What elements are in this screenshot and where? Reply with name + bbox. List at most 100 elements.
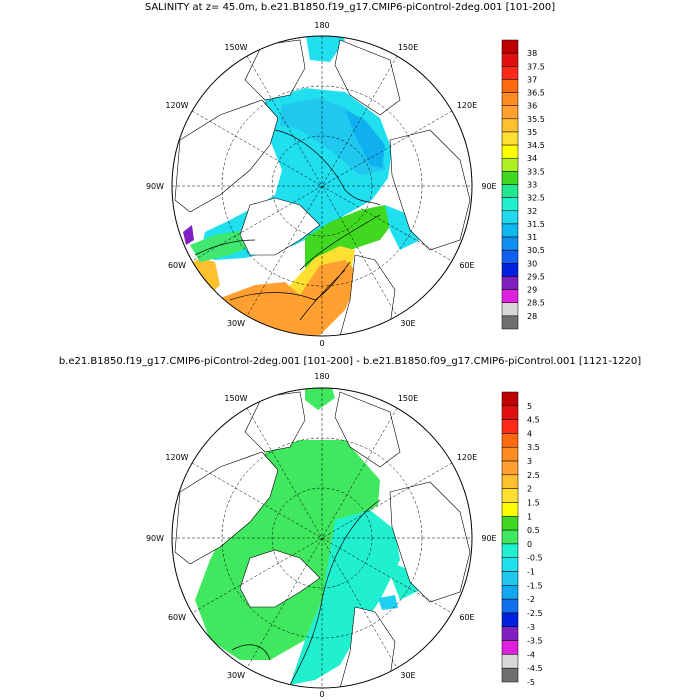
beaufort-low-salinity bbox=[280, 98, 385, 175]
colorbar-label: -4 bbox=[527, 650, 535, 659]
graticule-2 bbox=[172, 388, 472, 688]
colorbar-label: -1 bbox=[527, 568, 535, 577]
colorbar-swatch bbox=[501, 529, 519, 545]
colorbar-label: 29.5 bbox=[527, 272, 545, 281]
colorbar-swatch bbox=[501, 543, 519, 558]
colorbar-label: -0.5 bbox=[527, 554, 543, 563]
colorbar-label: 32 bbox=[527, 207, 537, 216]
colorbar-label: 4 bbox=[527, 429, 532, 438]
colorbar-label: -2 bbox=[527, 595, 535, 604]
colorbar-label: 35 bbox=[527, 128, 537, 137]
colorbar-swatch bbox=[501, 263, 519, 277]
panel-2-title: b.e21.B1850.f19_g17.CMIP6-piControl-2deg… bbox=[58, 356, 642, 367]
colorbar-swatch bbox=[501, 516, 519, 531]
map-2: 180 150E 120E 90E 60E 30E 0 30W 60W 90W … bbox=[146, 372, 497, 699]
siberian-shelf bbox=[345, 110, 385, 168]
lon-label-180: 180 bbox=[314, 21, 329, 30]
colorbar-swatch bbox=[501, 446, 519, 462]
colorbar-label: 31.5 bbox=[527, 220, 545, 229]
lon-label-60w: 60W bbox=[168, 261, 186, 270]
colorbar-label: 35.5 bbox=[527, 115, 545, 124]
colorbar-label: 1 bbox=[527, 512, 532, 521]
kara-cyan bbox=[385, 205, 420, 250]
colorbar-swatch bbox=[501, 236, 519, 251]
colorbar-swatch bbox=[501, 433, 519, 448]
colorbar-swatch bbox=[501, 171, 519, 185]
lon-label-60e: 60E bbox=[459, 613, 474, 622]
lon-label-150e: 150E bbox=[398, 394, 418, 403]
lon-label-0: 0 bbox=[319, 690, 324, 699]
colorbar-swatch bbox=[501, 598, 519, 614]
colorbar-swatch bbox=[501, 118, 519, 133]
colorbar-swatch bbox=[501, 105, 519, 120]
colorbar-swatch bbox=[501, 289, 519, 303]
colorbar-swatch bbox=[501, 640, 519, 655]
lon-label-180: 180 bbox=[314, 372, 329, 381]
contour-line bbox=[194, 239, 256, 256]
colorbar-swatch bbox=[501, 654, 519, 669]
zero-contour bbox=[231, 644, 271, 661]
lon-label-60w: 60W bbox=[168, 613, 186, 622]
contour-line bbox=[299, 214, 381, 271]
lon-label-0: 0 bbox=[319, 339, 324, 348]
map-boundary-2 bbox=[171, 387, 473, 689]
colorbar-swatch bbox=[501, 66, 519, 80]
lon-label-30w: 30W bbox=[227, 671, 245, 680]
colorbar-2: 5 4.5 4 3.5 3 2.5 2 1.5 1 0.5 0 -0.5 -1 -1.5 -2 -2.5 -3 -… bbox=[501, 391, 543, 687]
colorbar-label: 37 bbox=[527, 75, 537, 84]
colorbar-swatch bbox=[501, 144, 519, 159]
colorbar-label: 2.5 bbox=[527, 471, 540, 480]
diff-cyan-field bbox=[290, 510, 400, 685]
greenland-land bbox=[239, 197, 321, 256]
lon-label-90e: 90E bbox=[481, 182, 496, 191]
colorbar-label: 31 bbox=[527, 233, 537, 242]
hudson-purple bbox=[183, 225, 194, 245]
colorbar-swatch bbox=[501, 184, 519, 198]
colorbar-label: 3.5 bbox=[527, 443, 540, 452]
colorbar-swatch bbox=[501, 667, 519, 683]
colorbar-swatch bbox=[501, 223, 519, 238]
lon-label-60e: 60E bbox=[459, 261, 474, 270]
colorbar-label: 1.5 bbox=[527, 498, 540, 507]
lon-label-120w: 120W bbox=[165, 453, 188, 462]
colorbar-label: 30.5 bbox=[527, 246, 545, 255]
lon-label-150e: 150E bbox=[398, 43, 418, 52]
colorbar-label: 30 bbox=[527, 259, 537, 268]
colorbar-swatch bbox=[501, 460, 519, 476]
lon-label-30w: 30W bbox=[227, 319, 245, 328]
diff-small-blue bbox=[378, 595, 398, 610]
colorbar-swatch bbox=[501, 488, 519, 503]
chukotka-land bbox=[334, 39, 401, 116]
map-1: 180 150E 120E 90E 60E 30E 0 30W 60W 90W … bbox=[146, 21, 497, 348]
canada-land-2 bbox=[174, 451, 279, 565]
siberia-land bbox=[389, 129, 471, 251]
colorbar-label: -3 bbox=[527, 623, 535, 632]
colorbar-swatch bbox=[501, 249, 519, 264]
colorbar-swatch bbox=[501, 419, 519, 434]
canada-land bbox=[174, 99, 279, 213]
lon-label-90e: 90E bbox=[481, 534, 496, 543]
colorbar-label: -2.5 bbox=[527, 609, 543, 618]
colorbar-swatch bbox=[501, 585, 519, 600]
lon-label-120w: 120W bbox=[165, 101, 188, 110]
colorbar-swatch bbox=[501, 79, 519, 93]
contour-line bbox=[299, 269, 346, 321]
colorbar-label: -4.5 bbox=[527, 664, 543, 673]
siberia-land-2 bbox=[389, 481, 471, 603]
colorbar-swatch bbox=[501, 474, 519, 489]
colorbar-label: 2 bbox=[527, 485, 532, 494]
colorbar-swatch bbox=[501, 502, 519, 517]
colorbar-label: 0 bbox=[527, 540, 532, 549]
colorbar-label: -5 bbox=[527, 678, 535, 687]
colorbar-swatch bbox=[501, 210, 519, 225]
colorbar-swatch bbox=[501, 52, 519, 67]
graticule bbox=[172, 36, 472, 336]
lon-label-120e: 120E bbox=[457, 453, 477, 462]
colorbar-label: 37.5 bbox=[527, 62, 545, 71]
colorbar-label: 33 bbox=[527, 181, 537, 190]
greenland-land-2 bbox=[239, 549, 321, 608]
colorbar-swatch bbox=[501, 315, 519, 330]
colorbar-swatch bbox=[501, 557, 519, 572]
alaska-land-2 bbox=[244, 391, 306, 453]
lon-label-120e: 120E bbox=[457, 101, 477, 110]
